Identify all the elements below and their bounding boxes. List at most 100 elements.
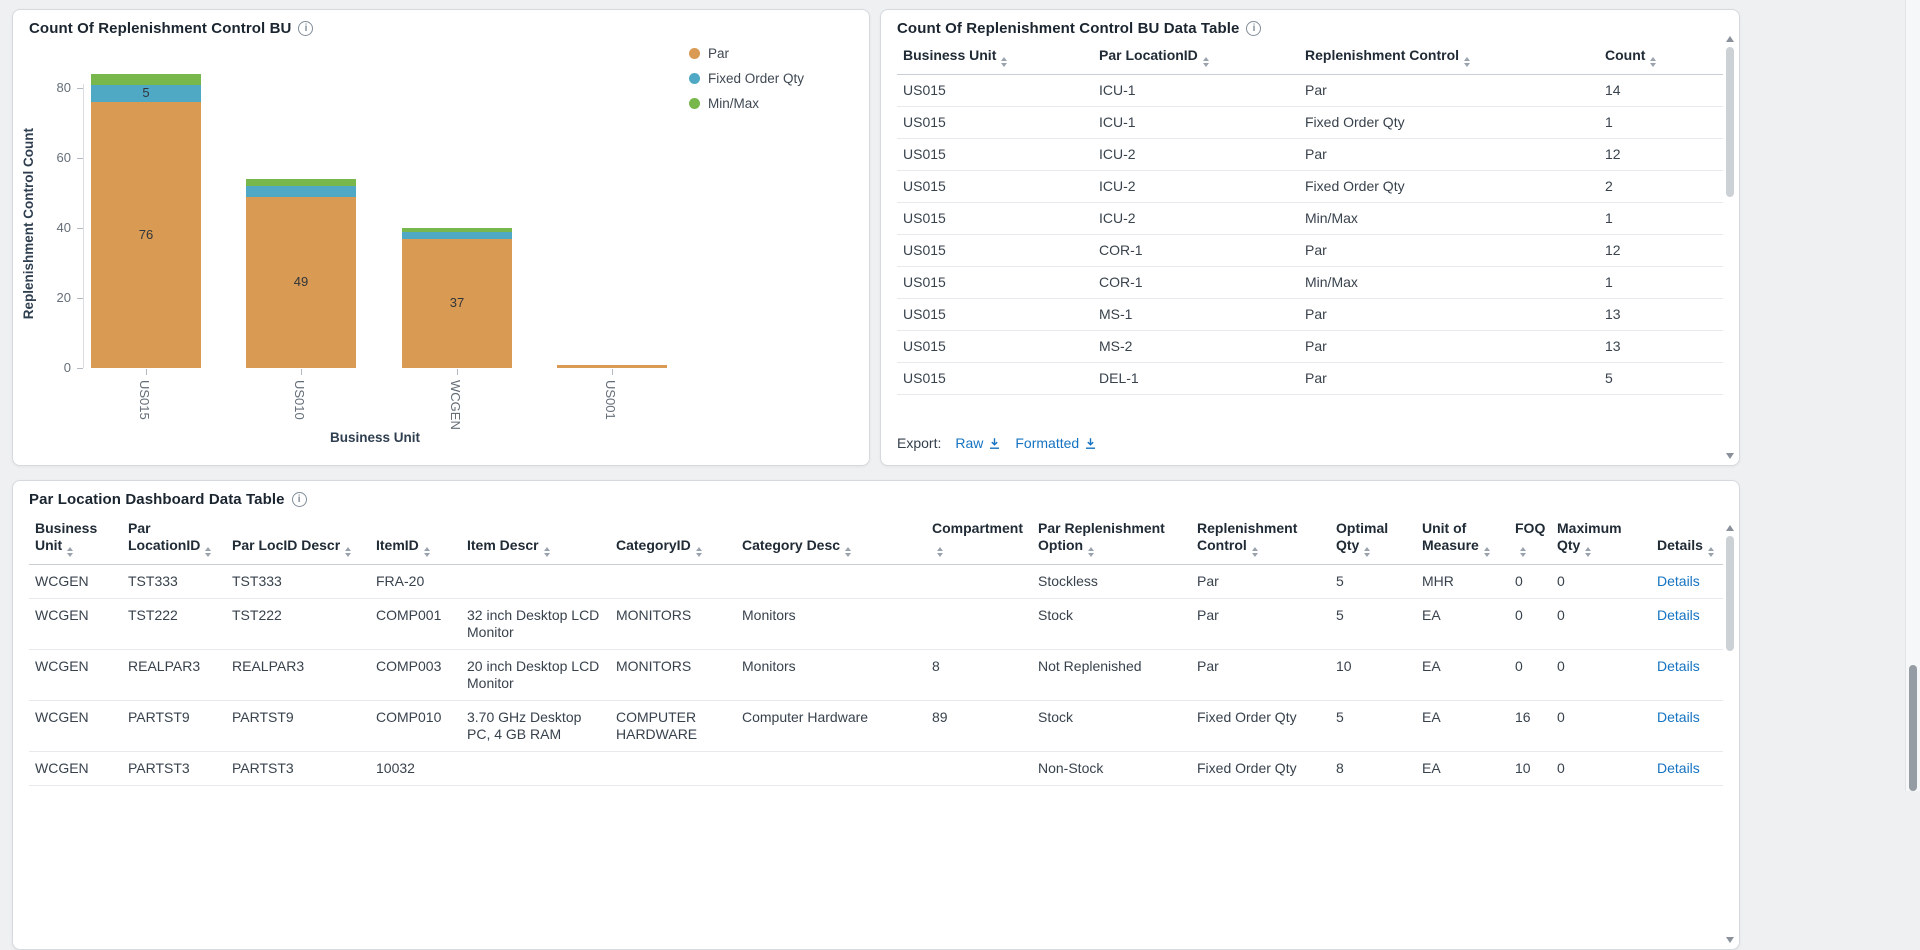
table-cell: Stock [1032, 700, 1191, 752]
scrollbar-thumb[interactable] [1726, 47, 1734, 197]
export-formatted-link[interactable]: Formatted [1015, 435, 1097, 451]
table-row: US015 MS-2 Par 13 [897, 330, 1723, 363]
table-row: WCGEN TST333 TST333 FRA-20 Stockless Par 5 MHR 0… [29, 564, 1723, 599]
column-header-unit-of-measure[interactable]: Unit of Measure [1416, 516, 1509, 565]
scroll-down-icon[interactable] [1726, 937, 1734, 943]
page-scrollbar-thumb[interactable] [1909, 665, 1917, 791]
scroll-up-icon[interactable] [1726, 525, 1734, 531]
sort-icon[interactable] [695, 547, 702, 557]
y-tick-label: 20 [56, 290, 71, 305]
sort-icon[interactable] [1707, 547, 1714, 557]
legend-item-min-max[interactable]: Min/Max [689, 96, 804, 111]
column-header-par-locationid[interactable]: Par LocationID [122, 516, 226, 565]
column-header-replenishment-control[interactable]: Replenishment Control [1299, 43, 1599, 75]
sort-icon[interactable] [1464, 57, 1471, 67]
bar-segment-fixed-order-qty[interactable] [246, 186, 356, 197]
bar-segment-par[interactable] [91, 102, 201, 368]
sort-icon[interactable] [67, 547, 74, 557]
bar-segment-fixed-order-qty[interactable] [402, 231, 512, 239]
scroll-up-icon[interactable] [1726, 36, 1734, 42]
column-header-replenishment-control[interactable]: Replenishment Control [1191, 516, 1330, 565]
sort-icon[interactable] [1520, 547, 1526, 557]
table-cell: Fixed Order Qty [1299, 170, 1599, 203]
y-tick-label: 40 [56, 220, 71, 235]
sort-icon[interactable] [1650, 57, 1657, 67]
table-cell: US015 [897, 266, 1093, 299]
table-row: WCGEN TST222 TST222 COMP001 32 inch Desktop … [29, 598, 1723, 650]
details-link[interactable]: Details [1657, 658, 1700, 674]
table-cell: WCGEN [29, 700, 122, 752]
details-link[interactable]: Details [1657, 709, 1700, 725]
column-header-count[interactable]: Count [1599, 43, 1723, 75]
column-header-maximum-qty[interactable]: Maximum Qty [1551, 516, 1651, 565]
column-header-par-locationid[interactable]: Par LocationID [1093, 43, 1299, 75]
sort-icon[interactable] [845, 547, 852, 557]
bar-segment-par[interactable] [402, 238, 512, 368]
column-header-foq[interactable]: FOQ [1509, 516, 1551, 565]
y-axis-line [83, 84, 84, 368]
sort-icon[interactable] [1483, 547, 1490, 557]
bar-segment-par[interactable] [246, 196, 356, 368]
y-tick-label: 60 [56, 150, 71, 165]
column-header-itemid[interactable]: ItemID [370, 516, 461, 565]
bar-segment-min-max[interactable] [402, 228, 512, 232]
table-scrollbar[interactable] [1724, 525, 1736, 943]
table-cell: REALPAR3 [226, 649, 370, 701]
column-label: ItemID [376, 537, 419, 553]
column-header-business-unit[interactable]: Business Unit [897, 43, 1093, 75]
sort-icon[interactable] [1088, 547, 1095, 557]
sort-icon[interactable] [1001, 57, 1008, 67]
table-scrollbar[interactable] [1724, 36, 1736, 459]
sort-icon[interactable] [1202, 57, 1209, 67]
scrollbar-thumb[interactable] [1726, 536, 1734, 651]
column-header-optimal-qty[interactable]: Optimal Qty [1330, 516, 1416, 565]
table-cell: 13 [1599, 298, 1723, 331]
bar-segment-min-max[interactable] [91, 74, 201, 85]
bar-segment-min-max[interactable] [246, 179, 356, 186]
sort-icon[interactable] [543, 547, 550, 557]
column-header-item-descr[interactable]: Item Descr [461, 516, 610, 565]
column-header-category-desc[interactable]: Category Desc [736, 516, 926, 565]
scroll-down-icon[interactable] [1726, 453, 1734, 459]
details-link[interactable]: Details [1657, 760, 1700, 776]
legend-item-par[interactable]: Par [689, 46, 804, 61]
table-cell: Par [1299, 234, 1599, 267]
page-scrollbar[interactable] [1905, 0, 1920, 791]
bar-segment-fixed-order-qty[interactable] [91, 84, 201, 102]
bar-segment-par[interactable] [557, 364, 667, 368]
sort-icon[interactable] [937, 547, 943, 557]
info-icon[interactable]: i [1246, 21, 1262, 36]
table-cell: 8 [926, 649, 1032, 701]
column-header-compartment[interactable]: Compartment [926, 516, 1032, 565]
column-label: Maximum Qty [1557, 520, 1622, 553]
details-link[interactable]: Details [1657, 573, 1700, 589]
column-header-business-unit[interactable]: Business Unit [29, 516, 122, 565]
download-icon [1086, 437, 1096, 449]
export-raw-link[interactable]: Raw [955, 435, 1001, 451]
column-header-categoryid[interactable]: CategoryID [610, 516, 736, 565]
column-label: Unit of Measure [1422, 520, 1479, 553]
table-cell: Par [1299, 138, 1599, 171]
column-header-par-locid-descr[interactable]: Par LocID Descr [226, 516, 370, 565]
info-icon[interactable]: i [291, 492, 307, 507]
sort-icon[interactable] [423, 547, 430, 557]
table-cell: Par [1299, 362, 1599, 395]
legend-item-fixed-order-qty[interactable]: Fixed Order Qty [689, 71, 804, 86]
table-cell: Fixed Order Qty [1191, 751, 1330, 786]
sort-icon[interactable] [1585, 547, 1592, 557]
sort-icon[interactable] [345, 547, 352, 557]
table-cell: US015 [897, 74, 1093, 107]
sort-icon[interactable] [205, 547, 212, 557]
sort-icon[interactable] [1364, 547, 1371, 557]
table-cell: WCGEN [29, 649, 122, 701]
column-header-par-replenishment-option[interactable]: Par Replenishment Option [1032, 516, 1191, 565]
column-header-details[interactable]: Details [1651, 516, 1723, 565]
column-label: Par LocationID [1099, 47, 1198, 63]
details-link[interactable]: Details [1657, 607, 1700, 623]
table-cell: Monitors [736, 598, 926, 650]
table-cell: MHR [1416, 564, 1509, 599]
info-icon[interactable]: i [298, 21, 314, 36]
table-cell: Details [1651, 649, 1723, 701]
table-cell: 14 [1599, 74, 1723, 107]
sort-icon[interactable] [1251, 547, 1258, 557]
